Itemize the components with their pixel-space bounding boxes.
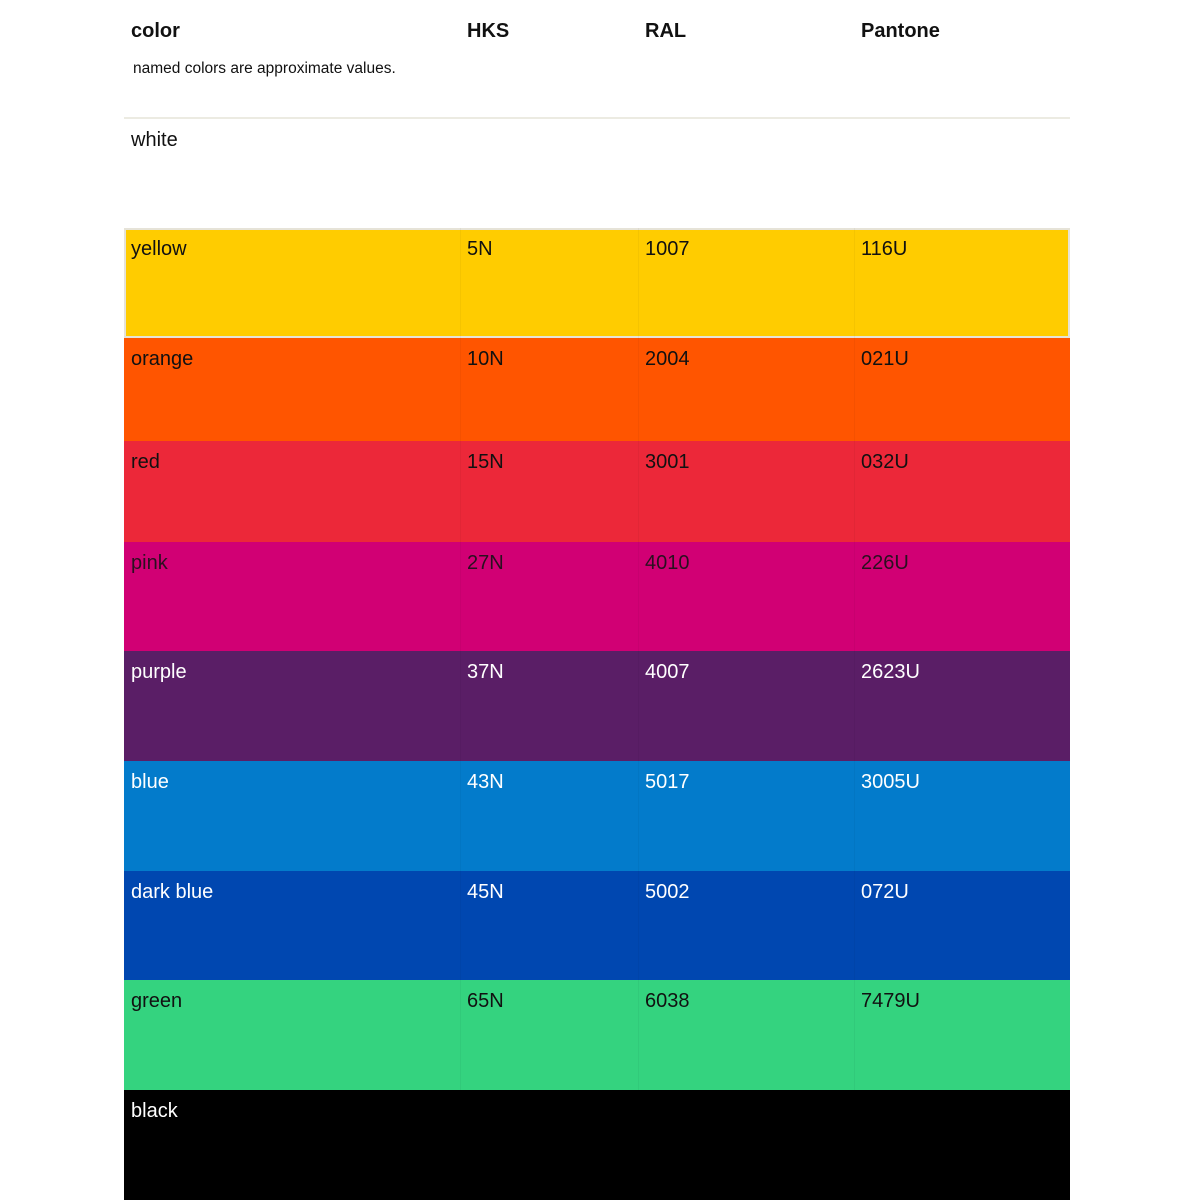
pantone-cell: 072U (861, 881, 909, 903)
column-divider (638, 1090, 639, 1200)
column-divider (638, 338, 639, 441)
column-divider (460, 980, 461, 1090)
hks-cell: 15N (467, 451, 504, 473)
color-name-cell: black (131, 1100, 178, 1122)
ral-cell: 5017 (645, 771, 690, 793)
hks-cell: 37N (467, 661, 504, 683)
color-name-cell: blue (131, 771, 169, 793)
column-divider (854, 1090, 855, 1200)
color-row: black (124, 1090, 1070, 1200)
ral-cell: 2004 (645, 348, 690, 370)
pantone-cell: 021U (861, 348, 909, 370)
color-name-cell: orange (131, 348, 194, 370)
color-row: red 15N 3001 032U (124, 441, 1070, 542)
hks-cell: 10N (467, 348, 504, 370)
ral-cell: 4007 (645, 661, 690, 683)
column-divider (854, 441, 855, 542)
hks-cell: 43N (467, 771, 504, 793)
column-divider (854, 871, 855, 980)
color-name-cell: yellow (131, 238, 187, 260)
color-row: dark blue 45N 5002 072U (124, 871, 1070, 980)
color-row: white (124, 119, 1070, 228)
color-row: blue 43N 5017 3005U (124, 761, 1070, 871)
color-name-cell: purple (131, 661, 187, 683)
pantone-cell: 2623U (861, 661, 920, 683)
column-divider (460, 651, 461, 761)
color-row: green 65N 6038 7479U (124, 980, 1070, 1090)
column-divider (638, 651, 639, 761)
approximation-note: named colors are approximate values. (133, 60, 396, 77)
column-divider (854, 338, 855, 441)
column-divider (460, 871, 461, 980)
ral-cell: 6038 (645, 990, 690, 1012)
column-divider (638, 542, 639, 651)
column-divider (854, 980, 855, 1090)
pantone-cell: 7479U (861, 990, 920, 1012)
pantone-cell: 116U (861, 238, 908, 260)
column-divider (460, 338, 461, 441)
hks-cell: 65N (467, 990, 504, 1012)
column-divider (854, 542, 855, 651)
column-divider (460, 441, 461, 542)
header-divider (124, 117, 1070, 119)
pantone-cell: 3005U (861, 771, 920, 793)
color-name-cell: green (131, 990, 183, 1012)
color-name-cell: red (131, 451, 160, 473)
pantone-cell: 032U (861, 451, 909, 473)
column-divider (638, 228, 639, 338)
color-row: orange 10N 2004 021U (124, 338, 1070, 441)
color-row: purple 37N 4007 2623U (124, 651, 1070, 761)
ral-cell: 4010 (645, 552, 690, 574)
header-hks: HKS (467, 20, 510, 42)
header-ral: RAL (645, 20, 687, 42)
column-divider (460, 1090, 461, 1200)
color-name-cell: white (131, 129, 178, 151)
column-divider (460, 761, 461, 871)
column-divider (638, 761, 639, 871)
column-divider (854, 761, 855, 871)
column-divider (460, 228, 461, 338)
color-name-cell: dark blue (131, 881, 214, 903)
ral-cell: 3001 (645, 451, 690, 473)
column-divider (638, 980, 639, 1090)
ral-cell: 1007 (645, 238, 690, 260)
hks-cell: 5N (467, 238, 493, 260)
color-row: pink 27N 4010 226U (124, 542, 1070, 651)
column-divider (854, 651, 855, 761)
hks-cell: 45N (467, 881, 504, 903)
hks-cell: 27N (467, 552, 504, 574)
header-color: color (131, 20, 180, 42)
header-pantone: Pantone (861, 20, 940, 42)
color-row: yellow 5N 1007 116U (124, 228, 1070, 338)
column-divider (638, 441, 639, 542)
ral-cell: 5002 (645, 881, 690, 903)
color-name-cell: pink (131, 552, 168, 574)
column-divider (854, 228, 855, 338)
column-divider (638, 871, 639, 980)
column-divider (460, 542, 461, 651)
pantone-cell: 226U (861, 552, 909, 574)
